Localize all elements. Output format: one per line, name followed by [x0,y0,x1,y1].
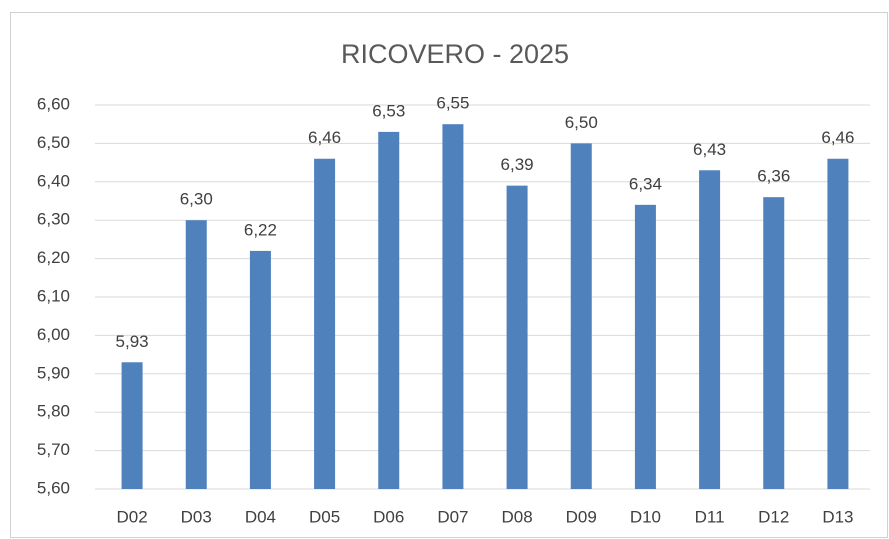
y-tick-label: 6,00 [37,325,70,344]
bar [699,170,721,489]
chart-title: RICOVERO - 2025 [341,39,569,69]
bar [314,158,336,489]
x-tick-label: D11 [695,507,725,526]
bar [506,185,528,489]
y-tick-label: 6,30 [37,210,70,229]
data-label: 6,43 [693,140,726,159]
x-tick-label: D09 [566,507,597,526]
bar [249,250,271,489]
y-tick-label: 5,90 [37,363,70,382]
y-tick-label: 6,60 [37,94,70,113]
data-label: 6,34 [629,174,662,193]
x-tick-label: D07 [437,507,468,526]
y-tick-label: 6,20 [37,248,70,267]
bar [763,197,785,489]
bar [121,362,143,489]
bar [634,204,656,489]
y-tick-label: 6,50 [37,133,70,152]
bar [185,220,207,489]
data-label: 6,36 [757,167,790,186]
x-tick-label: D06 [373,507,404,526]
x-tick-label: D05 [309,507,340,526]
data-label: 6,39 [501,155,534,174]
data-label: 6,46 [308,128,341,147]
x-tick-label: D12 [758,507,789,526]
data-label: 6,30 [180,190,213,209]
data-label: 6,53 [372,101,405,120]
bar [570,143,592,489]
bar [827,158,849,489]
x-tick-label: D08 [501,507,532,526]
data-label: 5,93 [116,332,149,351]
data-label: 6,55 [436,94,469,113]
data-label: 6,22 [244,220,277,239]
y-tick-label: 5,70 [37,440,70,459]
bar [378,131,400,489]
x-tick-label: D03 [181,507,212,526]
y-tick-label: 6,10 [37,286,70,305]
y-tick-label: 5,60 [37,478,70,497]
x-tick-label: D02 [116,507,147,526]
data-label: 6,46 [821,128,854,147]
x-tick-label: D04 [245,507,276,526]
x-tick-label: D13 [822,507,853,526]
x-tick-label: D10 [630,507,661,526]
y-tick-label: 6,40 [37,171,70,190]
bar [442,124,464,489]
data-label: 6,50 [565,113,598,132]
y-tick-label: 5,80 [37,402,70,421]
